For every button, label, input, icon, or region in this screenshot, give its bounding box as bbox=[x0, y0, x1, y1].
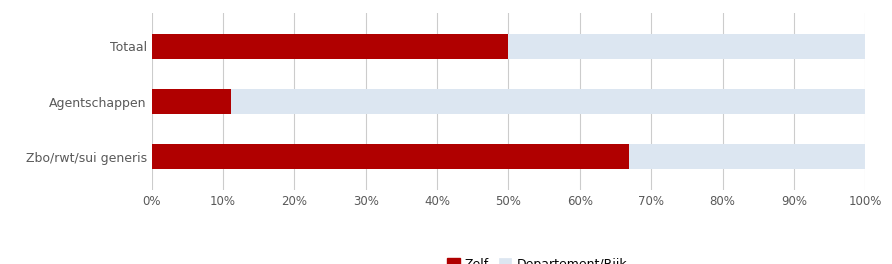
Bar bbox=[231, 89, 865, 114]
Bar bbox=[152, 144, 629, 169]
Legend: Zelf, Departement/Rijk: Zelf, Departement/Rijk bbox=[442, 253, 632, 264]
Bar bbox=[508, 34, 865, 59]
Bar bbox=[152, 89, 231, 114]
Bar bbox=[152, 34, 508, 59]
Bar bbox=[629, 144, 865, 169]
